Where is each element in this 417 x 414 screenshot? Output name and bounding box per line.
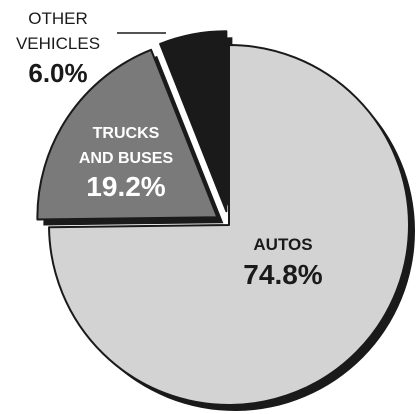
trucks-buses-label-line-1: TRUCKS: [93, 125, 160, 142]
other-vehicles-label-line-2: VEHICLES: [16, 34, 100, 53]
autos-percent-label: 74.8%: [243, 259, 322, 290]
autos-slice: [48, 44, 410, 406]
other-vehicles-label-line-1: OTHER: [28, 9, 88, 28]
trucks-buses-percent-label: 19.2%: [86, 171, 165, 202]
trucks-buses-slice: [36, 48, 219, 221]
autos-label: AUTOS: [253, 235, 312, 254]
pie-slices: [36, 30, 410, 406]
other-vehicles-percent-label: 6.0%: [28, 58, 87, 88]
other-vehicles-slice: [159, 30, 228, 213]
trucks-buses-label-line-2: AND BUSES: [79, 150, 174, 167]
